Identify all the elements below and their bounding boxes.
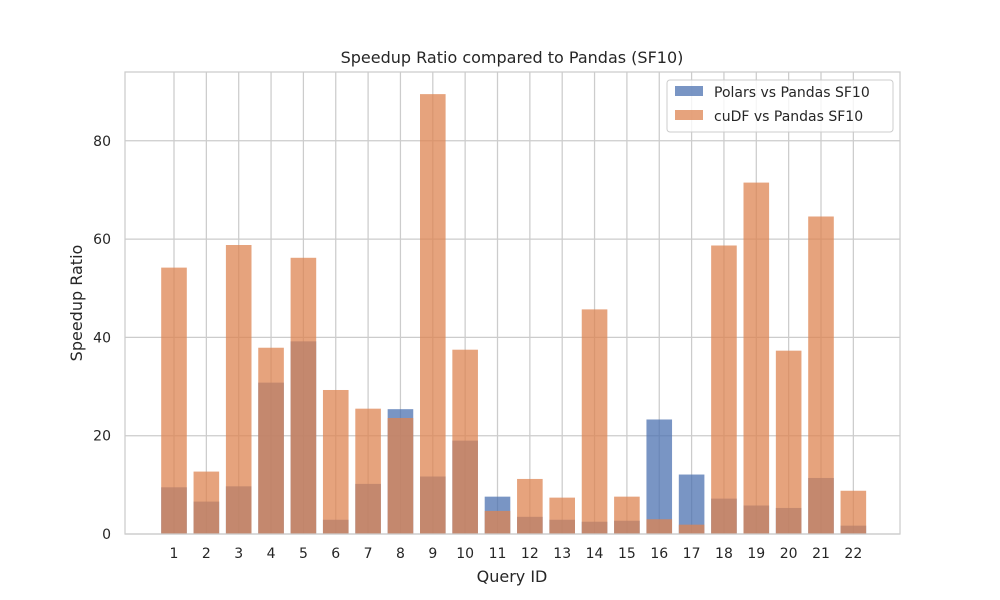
x-tick-label: 7 — [364, 546, 373, 562]
x-tick-label: 9 — [428, 546, 437, 562]
bar-cudf-q22 — [840, 490, 867, 534]
legend-swatch-cudf — [675, 110, 703, 120]
legend-label-cudf: cuDF vs Pandas SF10 — [714, 109, 863, 125]
bar-cudf-q9 — [420, 94, 446, 535]
bar-cudf-q19 — [743, 182, 770, 534]
bar-cudf-q17 — [678, 524, 705, 534]
bar-cudf-q1 — [161, 267, 187, 534]
bar-cudf-q20 — [775, 350, 802, 534]
bar-cudf-q3 — [225, 245, 252, 534]
legend-frame — [666, 79, 894, 133]
bar-cudf-q10 — [452, 349, 478, 534]
bar-cudf-q2 — [193, 471, 220, 534]
bar-cudf-q15 — [614, 496, 640, 534]
legend: Polars vs Pandas SF10 cuDF vs Pandas SF1… — [666, 79, 894, 133]
x-tick-label: 4 — [267, 546, 276, 562]
bars-group — [161, 94, 867, 535]
x-tick-label: 18 — [715, 546, 733, 562]
x-tick-label: 11 — [489, 546, 507, 562]
bar-cudf-q16 — [646, 519, 673, 534]
bar-cudf-q5 — [290, 257, 317, 534]
bar-cudf-q21 — [808, 216, 834, 535]
x-tick-label: 10 — [456, 546, 474, 562]
x-tick-label: 5 — [299, 546, 308, 562]
bar-cudf-q13 — [549, 497, 575, 534]
x-tick-label: 13 — [553, 546, 571, 562]
x-tick-label: 2 — [202, 546, 211, 562]
chart-title: Speedup Ratio compared to Pandas (SF10) — [341, 48, 684, 67]
bar-cudf-q8 — [387, 418, 414, 534]
x-tick-labels: 1 2 3 4 5 6 7 8 9 10 11 12 13 14 15 16 17 18 19 20 21 22 — [170, 546, 863, 562]
x-tick-label: 3 — [234, 546, 243, 562]
y-tick-label: 0 — [102, 527, 111, 543]
x-tick-label: 12 — [521, 546, 539, 562]
bar-cudf-q6 — [322, 389, 349, 534]
x-tick-label: 16 — [650, 546, 668, 562]
x-tick-label: 21 — [812, 546, 830, 562]
x-tick-label: 14 — [586, 546, 604, 562]
bar-cudf-q18 — [711, 245, 737, 535]
legend-swatch-polars — [675, 86, 703, 96]
bar-cudf-q14 — [581, 309, 608, 534]
x-axis-label: Query ID — [477, 567, 548, 586]
x-tick-label: 17 — [683, 546, 701, 562]
plot-background — [125, 72, 900, 534]
bar-cudf-q7 — [355, 408, 381, 534]
y-tick-label: 60 — [93, 232, 111, 248]
y-tick-label: 80 — [93, 134, 111, 150]
y-tick-label: 20 — [93, 429, 111, 445]
x-tick-label: 20 — [780, 546, 798, 562]
y-tick-label: 40 — [93, 330, 111, 346]
bar-polars-q17 — [678, 474, 705, 534]
legend-label-polars: Polars vs Pandas SF10 — [714, 85, 870, 101]
x-tick-label: 8 — [396, 546, 405, 562]
bar-cudf-q4 — [258, 347, 284, 534]
plot-frame — [124, 71, 901, 535]
x-tick-label: 6 — [331, 546, 340, 562]
x-tick-label: 22 — [844, 546, 862, 562]
y-tick-labels: 0 20 40 60 80 — [93, 134, 111, 543]
x-tick-label: 15 — [618, 546, 636, 562]
bar-cudf-q12 — [517, 478, 543, 534]
bar-polars-q16 — [646, 419, 673, 534]
x-tick-label: 19 — [747, 546, 765, 562]
bar-cudf-q11 — [484, 510, 511, 534]
x-tick-label: 1 — [170, 546, 179, 562]
y-axis-label: Speedup Ratio — [67, 245, 86, 362]
